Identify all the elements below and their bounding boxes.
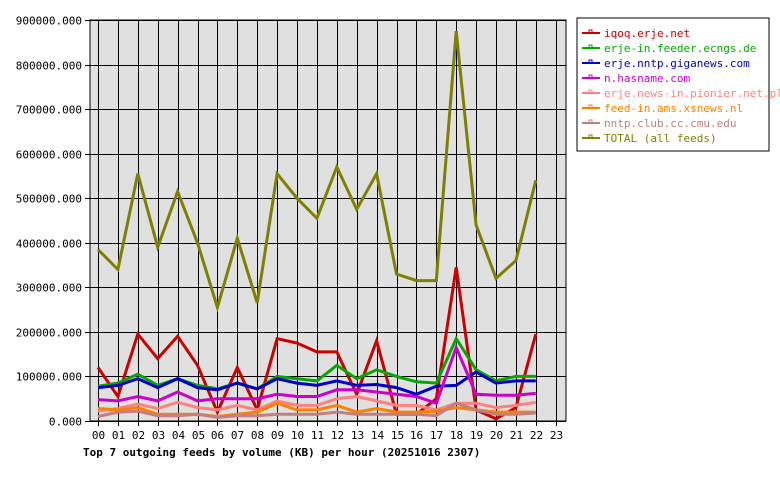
legend-label: erje.nntp.giganews.com [604, 57, 750, 70]
x-tick-label: 17 [430, 429, 443, 442]
legend-label: n.hasname.com [604, 72, 690, 85]
legend-marker [588, 134, 593, 139]
series-lines [96, 30, 538, 421]
x-tick-label: 11 [311, 429, 324, 442]
series-line [96, 30, 538, 313]
legend-label: iqoq.erje.net [604, 27, 690, 40]
y-tick-label: 0.000 [49, 416, 82, 429]
x-tick-label: 18 [450, 429, 463, 442]
x-tick-label: 00 [92, 429, 105, 442]
plot-area [89, 19, 567, 422]
x-axis: 00 01 02 03 04 05 06 07 08 09 10 11 12 13 14 15 16 17 18 19… [92, 429, 563, 442]
x-tick-label: 21 [510, 429, 523, 442]
legend-label: nntp.club.cc.cmu.edu [604, 117, 736, 130]
x-tick-label: 22 [530, 429, 543, 442]
x-tick-label: 04 [172, 429, 186, 442]
y-tick-label: 500000.000 [16, 193, 82, 206]
series-line [97, 343, 536, 406]
legend: iqoq.erje.net erje-in.feeder.ecngs.de erje… [576, 17, 780, 152]
legend-marker [588, 119, 593, 124]
legend-box [576, 17, 770, 152]
legend-marker [588, 74, 593, 79]
x-tick-label: 20 [490, 429, 503, 442]
legend-label: erje.news-in.pionier.net.pl [604, 87, 780, 100]
y-tick-label: 400000.000 [16, 238, 82, 251]
x-tick-label: 07 [231, 429, 244, 442]
legend-marker [588, 104, 593, 109]
y-tick-label: 200000.000 [16, 327, 82, 340]
y-tick-label: 800000.000 [16, 60, 82, 73]
chart-title: Top 7 outgoing feeds by volume (KB) per … [83, 446, 480, 459]
x-tick-label: 08 [251, 429, 264, 442]
x-tick-label: 01 [112, 429, 125, 442]
y-tick-label: 100000.000 [16, 371, 82, 384]
x-tick-label: 06 [211, 429, 224, 442]
x-tick-label: 13 [351, 429, 364, 442]
legend-label: TOTAL (all feeds) [604, 132, 717, 145]
legend-marker [588, 29, 593, 34]
y-tick-label: 700000.000 [16, 104, 82, 117]
x-tick-label: 23 [550, 429, 563, 442]
x-tick-label: 12 [331, 429, 344, 442]
y-tick-label: 900000.000 [16, 15, 82, 28]
legend-label: feed-in.ams.xsnews.nl [604, 102, 743, 115]
x-tick-label: 14 [371, 429, 385, 442]
y-axis: 0.000 100000.000 200000.000 300000.000 40000… [16, 15, 82, 429]
x-tick-label: 09 [271, 429, 284, 442]
x-tick-label: 15 [391, 429, 404, 442]
series-line [97, 401, 536, 419]
x-tick-label: 03 [152, 429, 165, 442]
legend-marker [588, 89, 593, 94]
y-tick-label: 300000.000 [16, 282, 82, 295]
legend-marker [588, 44, 593, 49]
series-line [97, 394, 537, 413]
legend-label: erje-in.feeder.ecngs.de [604, 42, 756, 55]
x-tick-label: 02 [132, 429, 145, 442]
legend-marker [588, 59, 593, 64]
series-line [96, 267, 538, 421]
series-line [97, 370, 536, 396]
x-tick-label: 16 [410, 429, 423, 442]
x-tick-label: 10 [291, 429, 304, 442]
y-tick-label: 600000.000 [16, 149, 82, 162]
x-tick-label: 05 [192, 429, 205, 442]
x-tick-label: 19 [470, 429, 483, 442]
